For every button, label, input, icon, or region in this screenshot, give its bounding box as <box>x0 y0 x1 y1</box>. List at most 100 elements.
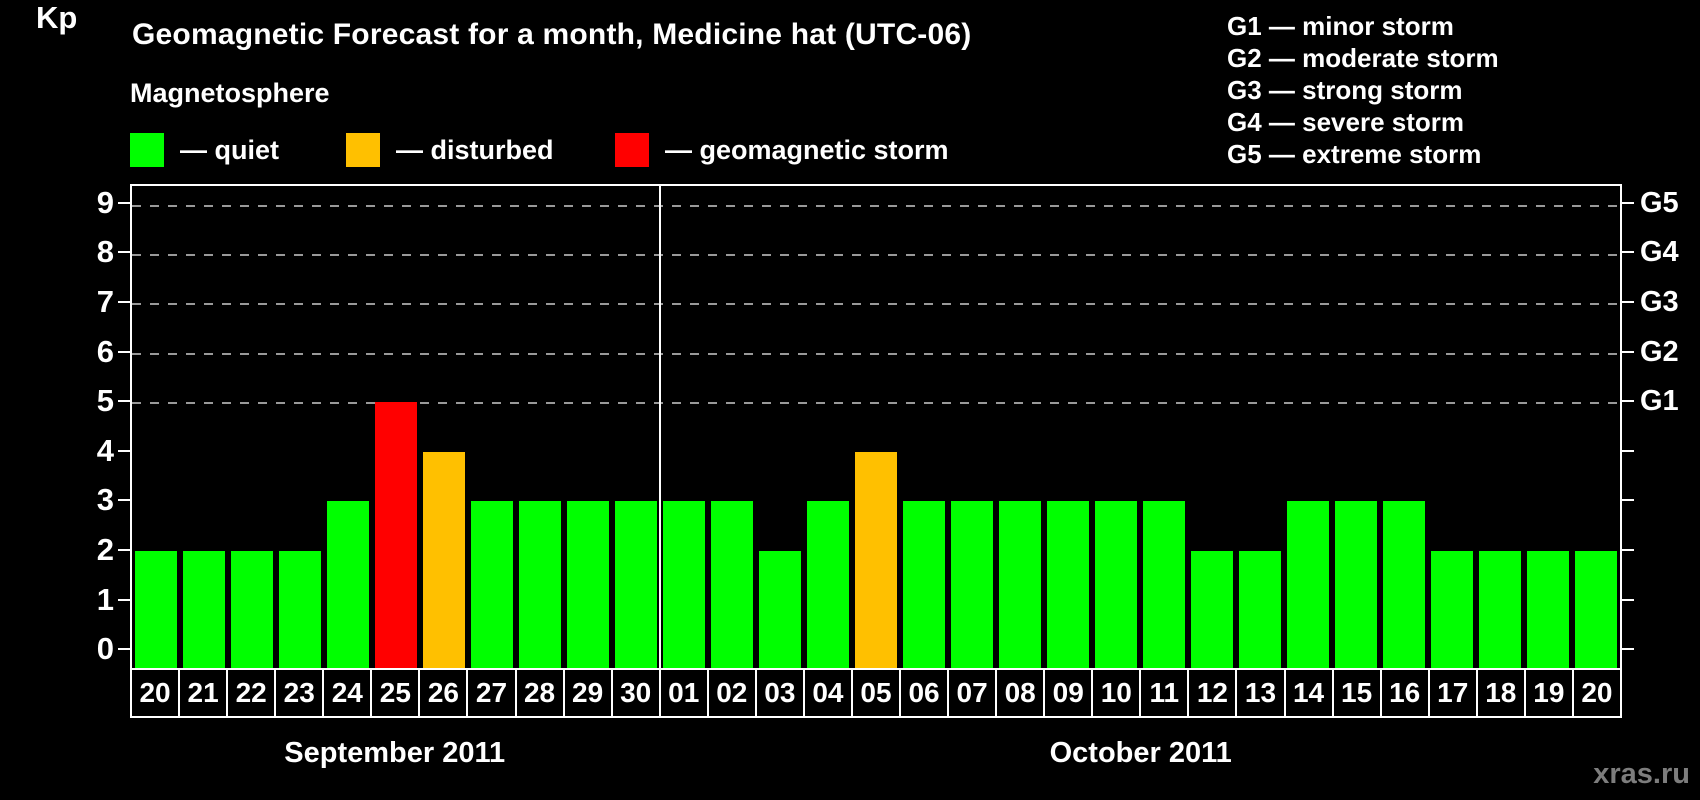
axis-tick <box>1622 350 1634 353</box>
day-cell: 13 <box>1235 670 1283 716</box>
legend-item-label: — geomagnetic storm <box>665 134 949 165</box>
kp-bar <box>1143 501 1185 668</box>
g-scale-legend-line: G2 — moderate storm <box>1227 43 1499 73</box>
kp-bar <box>951 501 993 668</box>
axis-tick <box>1622 251 1634 254</box>
kp-bar <box>471 501 513 668</box>
kp-bar <box>711 501 753 668</box>
axis-tick <box>1622 598 1634 601</box>
y-axis-tick-label: 0 <box>96 631 114 667</box>
kp-bar <box>567 501 609 668</box>
axis-tick <box>1622 449 1634 452</box>
day-cell: 05 <box>850 670 899 716</box>
month-divider-line <box>659 186 661 668</box>
kp-bar <box>279 550 321 668</box>
axis-tick <box>1622 300 1634 303</box>
day-cell: 14 <box>1283 670 1332 716</box>
day-cell: 02 <box>706 670 755 716</box>
day-cell: 07 <box>947 670 995 716</box>
legend-item-label: — quiet <box>180 134 279 165</box>
right-axis-g-label: G1 <box>1640 385 1679 418</box>
kp-bar <box>759 550 801 668</box>
day-cell: 10 <box>1091 670 1139 716</box>
right-axis-g-label: G2 <box>1640 335 1679 368</box>
y-axis-tick-label: 8 <box>96 234 114 270</box>
day-cell: 08 <box>995 670 1043 716</box>
kp-bar <box>1383 501 1425 668</box>
watermark: xras.ru <box>1593 758 1690 790</box>
axis-tick <box>1622 648 1634 651</box>
kp-bar <box>807 501 849 668</box>
gridline <box>132 204 1620 207</box>
kp-bar <box>903 501 945 668</box>
legend-item-quiet: — quiet <box>130 133 279 167</box>
g-scale-legend-line: G1 — minor storm <box>1227 11 1454 41</box>
g-scale-legend-line: G3 — strong storm <box>1227 75 1463 105</box>
axis-tick <box>1622 400 1634 403</box>
day-cell: 15 <box>1331 670 1380 716</box>
day-cell: 28 <box>514 670 563 716</box>
kp-bar <box>855 451 897 668</box>
kp-bar <box>231 550 273 668</box>
day-cell: 11 <box>1139 670 1187 716</box>
kp-bar <box>1095 501 1137 668</box>
day-cell: 27 <box>466 670 514 716</box>
axis-tick <box>118 549 130 552</box>
gridline <box>132 303 1620 306</box>
day-cell: 25 <box>370 670 418 716</box>
y-axis-tick-label: 9 <box>96 184 114 220</box>
y-axis-tick-label: 6 <box>96 333 114 369</box>
axis-tick <box>1622 549 1634 552</box>
axis-tick <box>118 350 130 353</box>
day-cell: 20 <box>139 677 171 708</box>
kp-bar <box>1287 501 1329 668</box>
axis-tick <box>118 300 130 303</box>
axis-tick <box>1622 201 1634 204</box>
day-cell: 26 <box>418 670 466 716</box>
kp-bar <box>135 550 177 668</box>
y-axis-tick-label: 5 <box>96 383 114 419</box>
day-cell: 21 <box>178 670 226 716</box>
right-axis-g-label: G4 <box>1640 236 1679 269</box>
page-title: Geomagnetic Forecast for a month, Medici… <box>132 18 972 51</box>
storm-color-swatch <box>615 133 649 167</box>
disturbed-color-swatch <box>346 133 380 167</box>
month-label: October 2011 <box>1049 737 1232 769</box>
kp-bar <box>1479 550 1521 668</box>
day-cell: 03 <box>754 670 803 716</box>
day-cell: 24 <box>322 670 370 716</box>
day-cell: 30 <box>610 670 659 716</box>
y-axis-tick-label: 2 <box>96 532 114 568</box>
day-cell: 20 <box>1571 670 1620 716</box>
y-axis-tick-label: 4 <box>96 432 114 468</box>
day-cell: 23 <box>274 670 322 716</box>
day-cell: 06 <box>899 670 947 716</box>
g-scale-legend-line: G5 — extreme storm <box>1227 139 1482 169</box>
axis-tick <box>118 598 130 601</box>
axis-tick <box>118 201 130 204</box>
quiet-color-swatch <box>130 133 164 167</box>
day-cell: 12 <box>1187 670 1235 716</box>
axis-tick <box>118 648 130 651</box>
kp-bar <box>663 501 705 668</box>
kp-bar <box>375 402 417 668</box>
kp-bar <box>519 501 561 668</box>
kp-bar <box>1527 550 1569 668</box>
kp-bar <box>327 501 369 668</box>
day-cell: 04 <box>802 670 851 716</box>
month-label: September 2011 <box>284 737 506 769</box>
day-cell: 29 <box>562 670 611 716</box>
g-scale-legend: G1 — minor storm G2 — moderate storm G3 … <box>1227 10 1499 170</box>
x-axis-day-row: 20 21 22 23 24 25 26 27 28 29 30 01 02 03 04 05 06 07 08 09… <box>130 668 1622 718</box>
gridline <box>132 253 1620 256</box>
kp-bar <box>1575 550 1617 668</box>
kp-bar <box>999 501 1041 668</box>
legend-item-disturbed: — disturbed <box>346 133 554 167</box>
kp-bar <box>615 501 657 668</box>
y-axis-title: Kp <box>36 0 78 35</box>
g-scale-legend-line: G4 — severe storm <box>1227 107 1465 137</box>
legend-heading: Magnetosphere <box>130 78 330 108</box>
legend-item-storm: — geomagnetic storm <box>615 133 949 167</box>
day-cell: 19 <box>1523 670 1572 716</box>
